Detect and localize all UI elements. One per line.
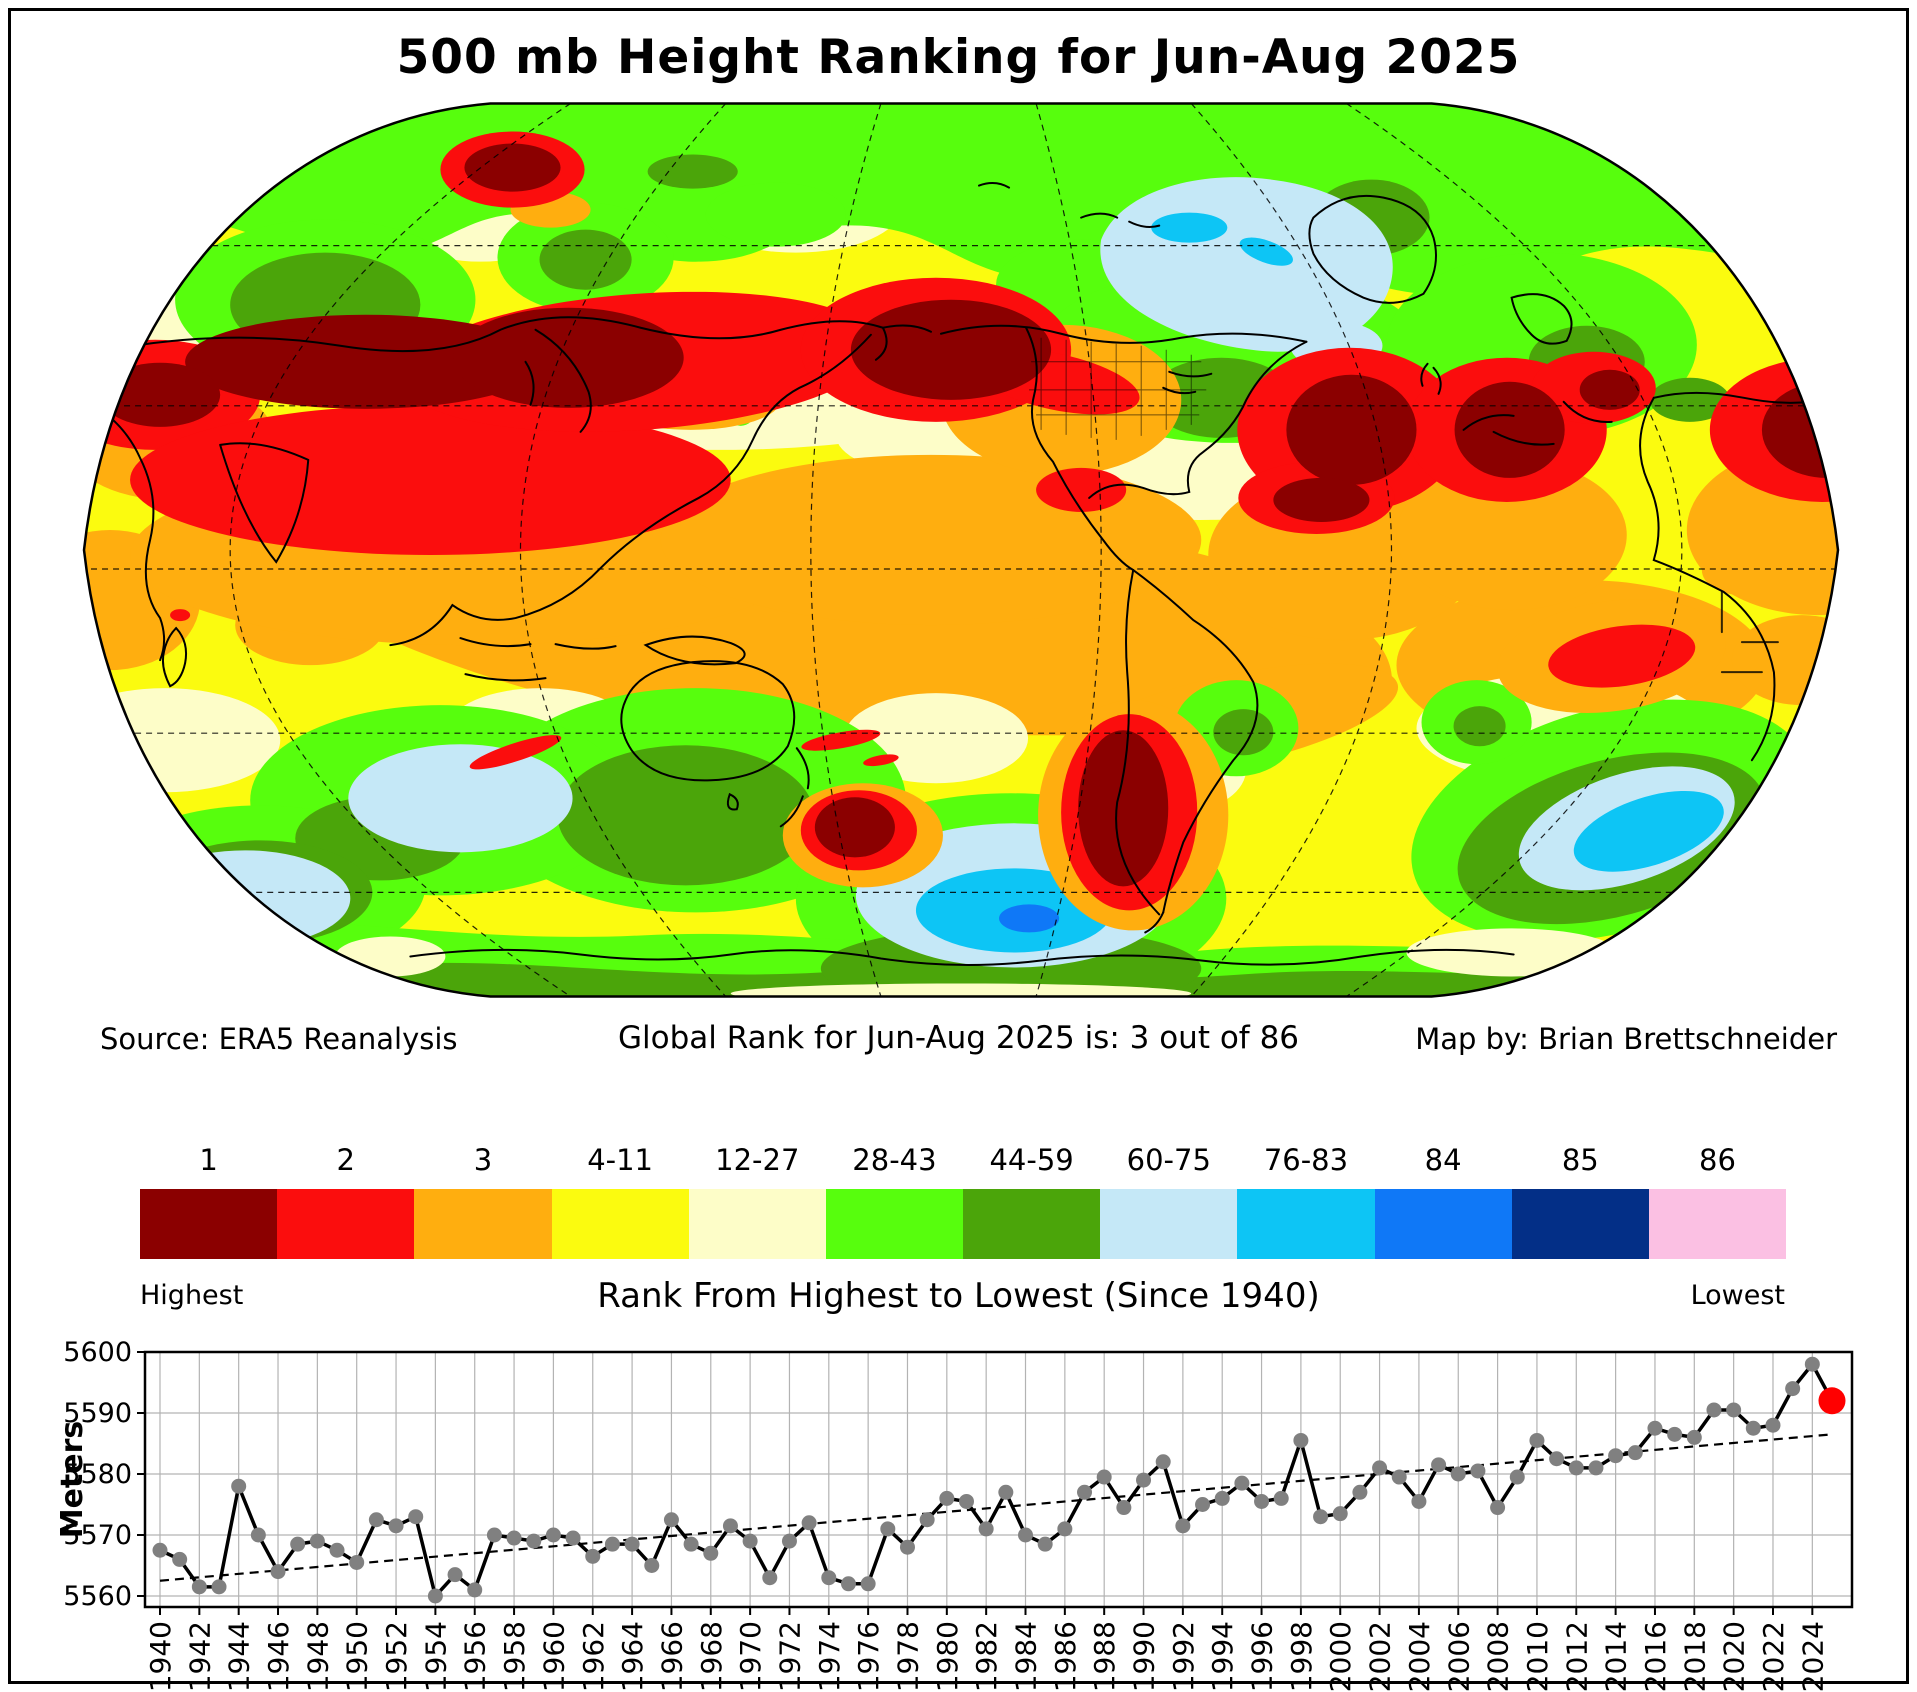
legend-bin-label: 60-75 — [1126, 1143, 1211, 1177]
x-tick-label: 1940 — [144, 1621, 177, 1692]
x-tick-label: 2008 — [1482, 1621, 1515, 1692]
rank-84-regions — [999, 904, 1060, 933]
y-tick-label: 5580 — [63, 1459, 132, 1490]
x-tick-label: 2000 — [1324, 1621, 1357, 1692]
legend-title: Rank From Highest to Lowest (Since 1940) — [597, 1276, 1320, 1316]
x-tick-label: 1950 — [341, 1621, 374, 1692]
x-tick-label: 2024 — [1796, 1621, 1829, 1692]
legend-bin-label: 12-27 — [715, 1143, 800, 1177]
rank-legend: 1 2 3 4-11 12-27 28-43 44-59 60-75 76-83 84 85 86 — [140, 1143, 1787, 1259]
axis-ticks — [137, 1351, 1814, 1615]
x-tick-label: 1994 — [1206, 1621, 1239, 1692]
legend-bin-label: 28-43 — [852, 1143, 937, 1177]
x-tick-label: 1964 — [616, 1621, 649, 1692]
legend-bin-swatch — [1237, 1189, 1375, 1259]
legend-bin-swatch — [277, 1189, 415, 1259]
x-tick-label: 1956 — [459, 1621, 492, 1692]
x-tick-label: 2022 — [1757, 1621, 1790, 1692]
legend-bin-swatch — [1374, 1189, 1512, 1259]
x-tick-label: 1960 — [537, 1621, 570, 1692]
y-tick-label: 5560 — [63, 1581, 132, 1612]
x-tick-label: 1984 — [1010, 1621, 1043, 1692]
x-tick-label: 2020 — [1718, 1621, 1751, 1692]
map-outline — [82, 102, 1840, 998]
legend-bin-swatch — [1648, 1189, 1787, 1259]
x-tick-label: 1982 — [970, 1621, 1003, 1692]
y-tick-label: 5590 — [63, 1398, 132, 1429]
legend-bin-swatch — [140, 1189, 278, 1259]
legend-bin-label: 44-59 — [989, 1143, 1074, 1177]
legend-bin-swatch — [551, 1189, 689, 1259]
x-tick-label: 2012 — [1560, 1621, 1593, 1692]
legend-bin-label: 4-11 — [587, 1143, 654, 1177]
x-tick-label: 2004 — [1403, 1621, 1436, 1692]
data-points — [152, 1356, 1820, 1604]
x-tick-label: 1942 — [183, 1621, 216, 1692]
legend-bin-labels: 1 2 3 4-11 12-27 28-43 44-59 60-75 76-83 84 85 86 — [140, 1143, 1786, 1189]
x-tick-label: 1968 — [695, 1621, 728, 1692]
source-note: Source: ERA5 Reanalysis — [100, 1022, 458, 1056]
legend-bin-swatch — [688, 1189, 826, 1259]
legend-bin-label: 3 — [473, 1143, 493, 1177]
legend-highest-label: Highest — [140, 1280, 244, 1311]
x-tick-label: 1992 — [1167, 1621, 1200, 1692]
y-tick-label: 5600 — [63, 1338, 132, 1368]
map-coastlines — [84, 182, 1831, 967]
x-tick-label: 1974 — [813, 1621, 846, 1692]
x-tick-label: 1946 — [262, 1621, 295, 1692]
x-tick-label: 2006 — [1442, 1621, 1475, 1692]
legend-color-bar — [140, 1189, 1787, 1259]
legend-lowest-label: Lowest — [1690, 1280, 1785, 1311]
highlight-point-2025 — [1818, 1387, 1846, 1415]
y-tick-label: 5570 — [63, 1520, 132, 1551]
series-line — [159, 1361, 1834, 1600]
credit-note: Map by: Brian Brettschneider — [1415, 1022, 1837, 1056]
x-tick-label: 1948 — [301, 1621, 334, 1692]
x-tick-label: 1970 — [734, 1621, 767, 1692]
x-tick-label: 1962 — [577, 1621, 610, 1692]
legend-bin-label: 85 — [1561, 1143, 1599, 1177]
x-tick-label: 2014 — [1600, 1621, 1633, 1692]
x-tick-label: 1986 — [1049, 1621, 1082, 1692]
y-axis-label: Meters — [60, 1421, 90, 1539]
legend-bin-swatch — [1100, 1189, 1238, 1259]
x-tick-label: 2018 — [1678, 1621, 1711, 1692]
x-tick-label: 2016 — [1639, 1621, 1672, 1692]
legend-bin-swatch — [414, 1189, 552, 1259]
axis-labels: 5560 5570 5580 5590 5600 1940 1942 1944 1946 1948… — [63, 1338, 1829, 1692]
x-tick-label: 1952 — [380, 1621, 413, 1692]
world-height-rank-map — [82, 102, 1840, 998]
legend-bin-label: 2 — [336, 1143, 355, 1177]
x-tick-label: 1976 — [852, 1621, 885, 1692]
height-timeseries-chart: 5560 5570 5580 5590 5600 1940 1942 1944 1946 1948… — [60, 1338, 1854, 1692]
x-tick-label: 1944 — [223, 1621, 256, 1692]
x-tick-label: 1978 — [891, 1621, 924, 1692]
legend-bin-swatch — [963, 1189, 1101, 1259]
page-title: 500 mb Height Ranking for Jun-Aug 2025 — [396, 30, 1521, 85]
x-tick-label: 1966 — [655, 1621, 688, 1692]
x-tick-label: 2010 — [1521, 1621, 1554, 1692]
x-tick-label: 1980 — [931, 1621, 964, 1692]
x-tick-label: 1954 — [419, 1621, 452, 1692]
x-tick-label: 1996 — [1246, 1621, 1279, 1692]
map-notes-row: Source: ERA5 Reanalysis Global Rank for … — [0, 1020, 1917, 1062]
legend-bin-label: 76-83 — [1263, 1143, 1349, 1177]
x-tick-label: 1998 — [1285, 1621, 1318, 1692]
global-rank-note: Global Rank for Jun-Aug 2025 is: 3 out o… — [617, 1020, 1300, 1056]
x-tick-label: 1990 — [1128, 1621, 1161, 1692]
legend-bin-label: 86 — [1699, 1143, 1736, 1177]
x-tick-label: 2002 — [1364, 1621, 1397, 1692]
map-graticule — [84, 103, 1838, 997]
x-tick-label: 1972 — [773, 1621, 806, 1692]
plot-border — [143, 1350, 1854, 1609]
x-tick-label: 1958 — [498, 1621, 531, 1692]
legend-bin-swatch — [1511, 1189, 1649, 1259]
legend-bin-swatch — [825, 1189, 964, 1259]
chart-gridlines — [145, 1351, 1852, 1607]
legend-bin-label: 1 — [199, 1143, 218, 1177]
x-tick-label: 1988 — [1088, 1621, 1121, 1692]
us-state-borders — [1029, 337, 1207, 440]
legend-bin-label: 84 — [1424, 1143, 1462, 1177]
